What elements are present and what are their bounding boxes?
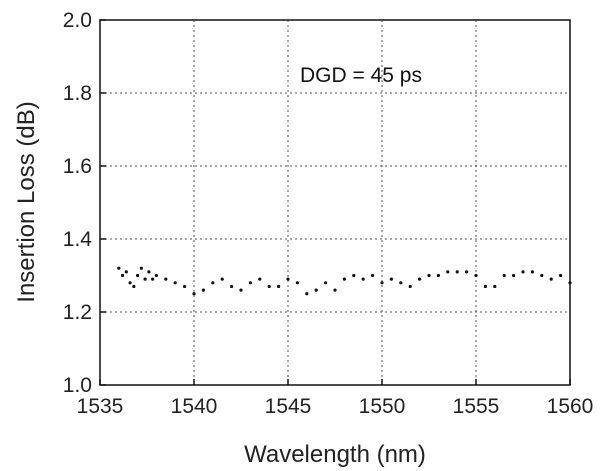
data-point — [352, 273, 356, 278]
x-axis-title: Wavelength (nm) — [244, 441, 426, 468]
data-point — [139, 266, 143, 270]
data-point — [502, 273, 506, 278]
data-point — [132, 284, 136, 289]
data-point — [436, 273, 440, 278]
x-tick-label: 1545 — [265, 395, 312, 418]
y-axis-title: Insertion Loss (dB) — [13, 101, 40, 302]
x-tick-label: 1535 — [77, 395, 124, 418]
plot-frame — [99, 19, 571, 386]
data-point — [314, 288, 318, 292]
data-point — [305, 292, 309, 296]
data-point — [530, 270, 535, 274]
data-point — [361, 277, 365, 281]
data-point — [465, 270, 469, 274]
dgd-annotation: DGD = 45 ps — [300, 64, 422, 87]
data-point — [399, 281, 403, 285]
data-point — [474, 273, 478, 278]
data-point — [408, 284, 412, 289]
x-tick-label: 1550 — [359, 395, 406, 418]
data-point — [427, 273, 431, 278]
data-point — [128, 281, 132, 285]
data-point — [511, 273, 516, 278]
x-tick-label: 1555 — [453, 395, 500, 418]
data-point — [120, 273, 125, 278]
data-point — [277, 284, 281, 289]
data-point — [342, 277, 346, 281]
axis-ticks — [99, 19, 571, 386]
data-point — [230, 284, 234, 289]
data-point — [201, 288, 205, 292]
data-point — [211, 281, 215, 285]
data-point — [446, 270, 450, 274]
x-tick-label: 1560 — [547, 395, 594, 418]
data-point — [173, 281, 177, 285]
data-point — [324, 281, 328, 285]
data-point — [549, 277, 553, 281]
data-point — [124, 270, 128, 274]
data-point — [389, 277, 393, 281]
data-point — [248, 281, 252, 285]
data-point — [117, 266, 121, 270]
data-point — [521, 270, 525, 274]
y-tick-labels: 1.0 1.2 1.4 1.6 1.8 2.0 — [63, 9, 93, 397]
data-point — [258, 277, 262, 281]
data-point — [154, 273, 158, 278]
x-tick-labels: 1535 1540 1545 1550 1555 1560 — [77, 395, 594, 418]
data-point — [183, 284, 187, 289]
y-tick-label: 1.0 — [63, 374, 92, 397]
data-point — [371, 273, 375, 278]
data-points — [117, 266, 572, 296]
data-point — [239, 288, 243, 292]
y-tick-label: 1.8 — [63, 82, 92, 105]
data-point — [333, 288, 337, 292]
data-point — [418, 277, 422, 281]
data-point — [151, 277, 155, 281]
data-point — [143, 277, 147, 281]
y-tick-label: 1.2 — [63, 301, 92, 324]
data-point — [267, 284, 271, 289]
data-point — [286, 277, 290, 281]
data-point — [559, 273, 563, 278]
data-point — [380, 281, 384, 285]
data-point — [295, 281, 299, 285]
y-tick-label: 2.0 — [63, 9, 92, 32]
data-point — [455, 270, 459, 274]
data-point — [220, 277, 224, 281]
data-point — [540, 273, 544, 278]
y-tick-label: 1.6 — [63, 155, 92, 178]
y-tick-label: 1.4 — [63, 228, 93, 251]
data-point — [192, 292, 196, 296]
x-tick-label: 1540 — [171, 395, 218, 418]
data-point — [164, 277, 168, 281]
data-point — [483, 284, 487, 289]
data-point — [493, 284, 497, 289]
data-point — [136, 273, 140, 278]
grid — [100, 20, 570, 385]
data-point — [147, 270, 151, 274]
data-point — [568, 281, 572, 285]
